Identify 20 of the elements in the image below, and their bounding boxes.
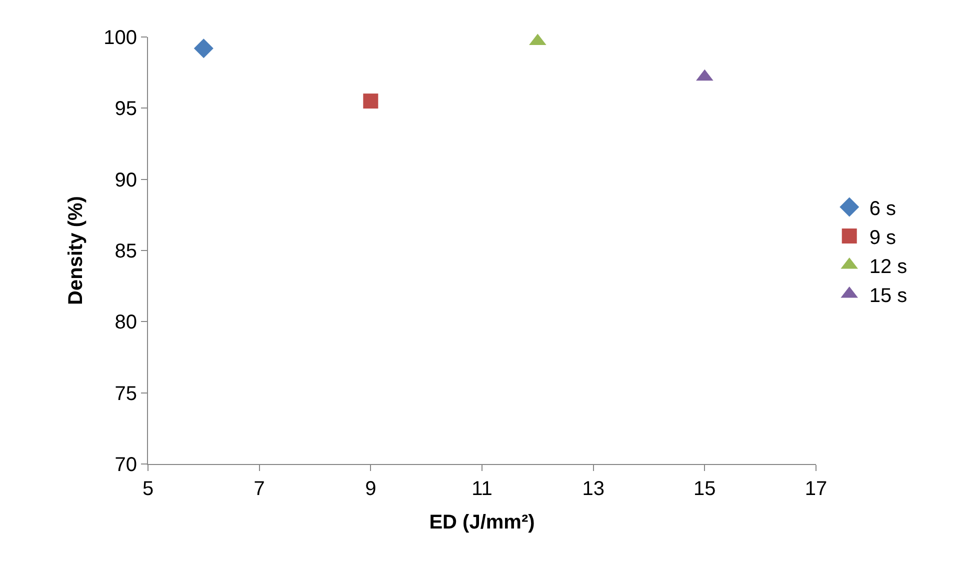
y-tick-label: 85 [114, 240, 137, 262]
legend-label: 6 s [869, 198, 896, 220]
x-tick-label: 15 [694, 478, 716, 500]
legend-label: 15 s [869, 284, 908, 307]
legend-label: 12 s [869, 256, 908, 278]
y-tick-label: 75 [114, 382, 137, 405]
y-tick-label: 90 [114, 169, 137, 192]
y-tick-label: 100 [104, 27, 137, 49]
legend-label: 9 s [869, 226, 896, 249]
y-axis-title: Density (%) [65, 196, 88, 305]
x-tick-label: 5 [142, 478, 154, 500]
y-tick-label: 80 [114, 312, 137, 334]
x-tick-label: 9 [365, 478, 376, 500]
x-tick-label: 7 [254, 478, 265, 500]
x-axis-title: ED (J/mm²) [429, 512, 535, 534]
x-tick-label: 11 [472, 478, 492, 500]
x-tick-label: 13 [582, 478, 604, 500]
y-tick-label: 95 [114, 98, 137, 120]
y-tick-label: 70 [114, 454, 137, 476]
x-tick-label: 17 [804, 478, 828, 500]
